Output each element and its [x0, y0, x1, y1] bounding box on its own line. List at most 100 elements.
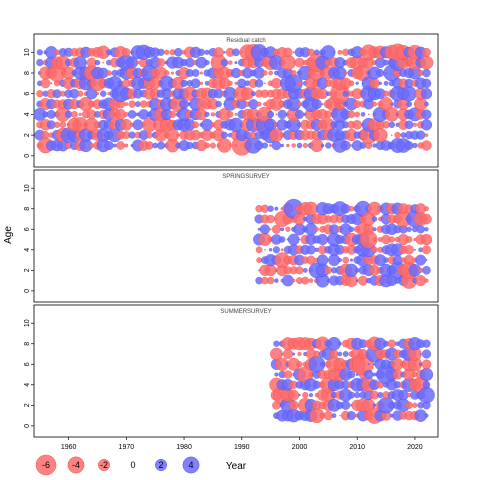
- residual-bubble: [227, 80, 233, 86]
- residual-bubble: [102, 61, 105, 64]
- residual-bubble: [360, 112, 366, 117]
- residual-bubble: [96, 92, 99, 96]
- residual-bubble: [421, 349, 432, 359]
- residual-bubble: [197, 48, 205, 56]
- residual-bubble: [387, 339, 396, 348]
- residual-bubble: [223, 51, 226, 54]
- residual-bubble: [295, 109, 304, 119]
- y-tick-label: 6: [24, 362, 31, 366]
- residual-bubble: [50, 82, 53, 85]
- residual-bubble: [94, 59, 101, 66]
- residual-bubble: [41, 131, 50, 140]
- y-tick-label: 2: [24, 268, 31, 272]
- residual-bubble: [422, 381, 431, 389]
- residual-bubble: [340, 140, 351, 151]
- residual-bubble: [213, 47, 224, 58]
- legend-bubble: [67, 456, 85, 474]
- residual-bubble: [128, 131, 136, 139]
- panel-1: Residual catch 0 2 4 6 8 10: [24, 33, 439, 168]
- residual-bubble: [342, 90, 349, 97]
- residual-bubble: [77, 90, 84, 97]
- residual-bubble: [296, 80, 303, 86]
- residual-bubble: [404, 141, 414, 150]
- residual-bubble: [424, 227, 429, 232]
- residual-bubble: [217, 138, 232, 153]
- residual-bubble: [136, 60, 140, 65]
- residual-bubble: [277, 109, 287, 119]
- residual-bubble: [132, 119, 144, 131]
- y-tick-label: 8: [24, 71, 31, 75]
- residual-bubble: [280, 143, 284, 148]
- residual-bubble: [388, 121, 395, 128]
- legend-label: 2: [158, 460, 163, 470]
- residual-bubble: [337, 49, 343, 55]
- residual-bubble: [301, 276, 310, 285]
- residual-bubble: [347, 370, 356, 379]
- residual-bubble: [146, 131, 153, 139]
- residual-bubble: [317, 233, 329, 246]
- residual-bubble: [373, 127, 388, 143]
- residual-bubble: [342, 351, 349, 357]
- residual-bubble: [333, 51, 335, 54]
- residual-bubble: [192, 121, 199, 129]
- residual-bubble: [298, 393, 301, 397]
- residual-bubble: [124, 102, 129, 106]
- y-tick-label: 4: [24, 383, 31, 387]
- residual-bubble: [288, 400, 299, 411]
- residual-bubble: [135, 101, 141, 107]
- residual-bubble: [385, 134, 387, 136]
- residual-bubble: [295, 266, 304, 275]
- residual-bubble: [406, 226, 412, 232]
- residual-bubble: [424, 133, 429, 137]
- residual-bubble: [279, 236, 286, 243]
- residual-bubble: [267, 205, 274, 212]
- residual-bubble: [71, 111, 78, 118]
- residual-bubble: [220, 58, 229, 67]
- residual-bubble: [355, 268, 360, 273]
- residual-bubble: [359, 142, 367, 149]
- residual-bubble: [369, 78, 380, 89]
- residual-bubble: [199, 71, 203, 75]
- residual-bubble: [419, 55, 434, 70]
- residual-bubble: [303, 201, 318, 216]
- y-tick-label: 0: [24, 154, 31, 158]
- residual-bubble: [256, 101, 262, 107]
- residual-bubble: [425, 259, 428, 261]
- residual-bubble: [54, 121, 61, 128]
- residual-bubble: [271, 140, 282, 151]
- residual-bubble: [292, 61, 295, 64]
- panel-title: Residual catch: [226, 38, 265, 44]
- legend-bubble: [35, 454, 57, 476]
- residual-bubble: [156, 58, 166, 67]
- residual-bubble: [264, 264, 277, 277]
- residual-bubble: [302, 391, 309, 399]
- residual-bubble: [280, 248, 284, 252]
- residual-bubble: [164, 70, 170, 76]
- residual-bubble: [406, 101, 413, 107]
- residual-bubble: [372, 372, 377, 377]
- residual-bubble: [283, 47, 293, 57]
- residual-bubble: [348, 226, 355, 233]
- residual-bubble: [179, 99, 189, 109]
- residual-bubble: [282, 348, 293, 360]
- residual-bubble: [422, 245, 431, 255]
- x-tick-label: 1970: [119, 444, 135, 451]
- residual-bubble: [354, 392, 361, 399]
- residual-bubble: [314, 227, 320, 232]
- residual-bubble: [180, 79, 188, 87]
- residual-bubble: [248, 99, 259, 110]
- residual-bubble: [316, 254, 329, 266]
- residual-bubble: [321, 45, 336, 60]
- residual-bubble: [269, 228, 272, 231]
- residual-bubble: [116, 141, 125, 150]
- residual-bubble: [331, 413, 337, 418]
- x-tick-label: 2000: [292, 444, 308, 451]
- residual-bubble: [424, 278, 429, 283]
- residual-bubble: [412, 122, 417, 127]
- residual-bubble: [256, 257, 262, 263]
- residual-bubble: [296, 361, 303, 368]
- residual-bubble: [264, 249, 266, 251]
- residual-bubble: [283, 370, 293, 379]
- residual-bubble: [268, 248, 273, 252]
- residual-bubble: [127, 110, 137, 119]
